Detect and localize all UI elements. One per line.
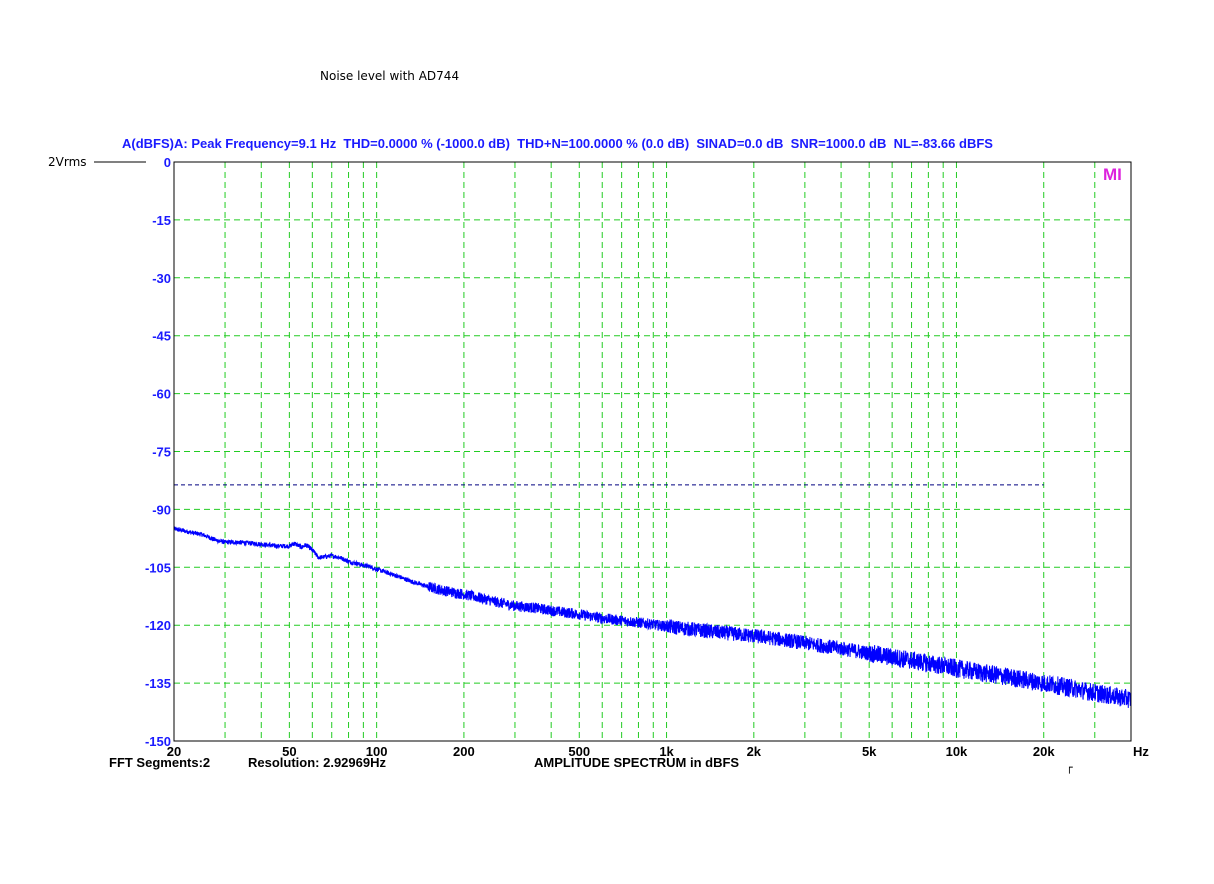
x-tick-label: 50 [282,744,296,759]
resolution: Resolution: 2.92969Hz [248,755,386,770]
spectrum-trace [173,526,1132,708]
x-axis: 20 50 100 200 500 1k 2k 5k 10k 20k [167,744,1056,759]
x-tick-label: 5k [862,744,877,759]
x-tick-label: 20 [167,744,181,759]
y-tick-label: -75 [152,445,171,460]
x-unit-label: Hz [1133,744,1149,759]
x-tick-label: 1k [659,744,674,759]
x-axis-title: AMPLITUDE SPECTRUM in dBFS [534,755,739,770]
x-tick-label: 10k [946,744,968,759]
y-tick-label: -15 [152,213,171,228]
reference-label: 2Vrms [48,155,87,169]
x-tick-label: 2k [747,744,762,759]
y-tick-label: -135 [145,676,171,691]
marker-label: MI [1103,165,1122,184]
y-tick-label: 0 [164,155,171,170]
corner-mark: ┌ [1066,761,1073,774]
page-title: Noise level with AD744 [320,69,459,83]
plot-frame [173,161,1132,742]
y-tick-label: -30 [152,271,171,286]
trace-group [173,526,1132,708]
x-tick-label: 200 [453,744,475,759]
y-tick-label: -120 [145,618,171,633]
fft-segments: FFT Segments:2 [109,755,210,770]
grid [174,162,1131,741]
y-axis: 0 -15 -30 -45 -60 -75 -90 -105 -120 -135 -150 [145,155,171,749]
x-tick-label: 500 [568,744,590,759]
y-tick-label: -60 [152,387,171,402]
y-tick-label: -45 [152,329,171,344]
y-tick-label: -150 [145,734,171,749]
x-tick-label: 100 [366,744,388,759]
y-tick-label: -90 [152,502,171,517]
x-tick-label: 20k [1033,744,1055,759]
chart-title: A(dBFS)A: Peak Frequency=9.1 Hz THD=0.00… [122,136,993,151]
y-tick-label: -105 [145,560,171,575]
